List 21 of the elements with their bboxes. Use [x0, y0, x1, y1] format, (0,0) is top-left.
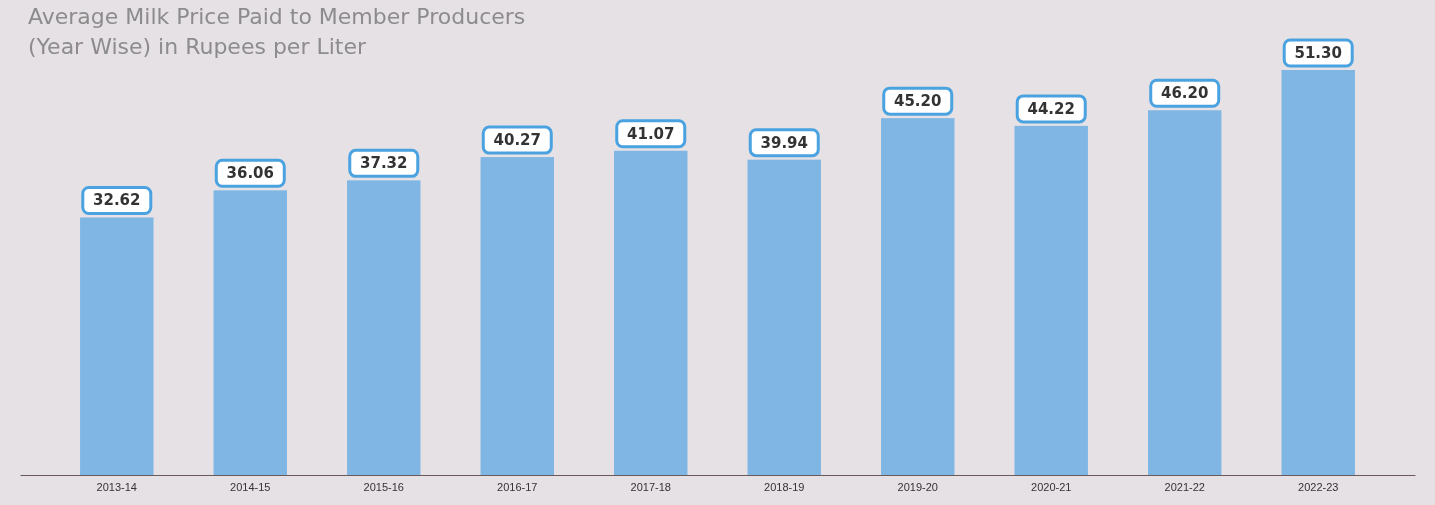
data-label: 44.22 — [1027, 99, 1075, 118]
data-label: 39.94 — [760, 133, 808, 152]
chart-title: Average Milk Price Paid to Member Producers (Year Wise) in Rupees per Liter — [28, 4, 533, 59]
x-tick-label: 2015-16 — [363, 481, 404, 494]
x-tick-label: 2016-17 — [497, 481, 538, 494]
x-tick-label: 2014-15 — [230, 481, 271, 494]
x-tick-label: 2022-23 — [1298, 481, 1339, 494]
x-tick-label: 2017-18 — [630, 481, 671, 494]
data-label: 46.20 — [1161, 84, 1209, 103]
x-tick-label: 2018-19 — [764, 481, 805, 494]
data-label: 37.32 — [360, 154, 408, 173]
x-tick-label: 2013-14 — [96, 481, 137, 494]
x-tick-label: 2019-20 — [897, 481, 938, 494]
data-label: 32.62 — [93, 191, 141, 210]
data-label: 41.07 — [627, 124, 675, 143]
x-tick-label: 2021-22 — [1164, 481, 1205, 494]
x-tick-label: 2020-21 — [1031, 481, 1072, 494]
data-label: 45.20 — [894, 92, 942, 111]
data-label: 36.06 — [226, 164, 274, 183]
data-label: 40.27 — [493, 131, 541, 150]
data-label: 51.30 — [1294, 44, 1342, 62]
